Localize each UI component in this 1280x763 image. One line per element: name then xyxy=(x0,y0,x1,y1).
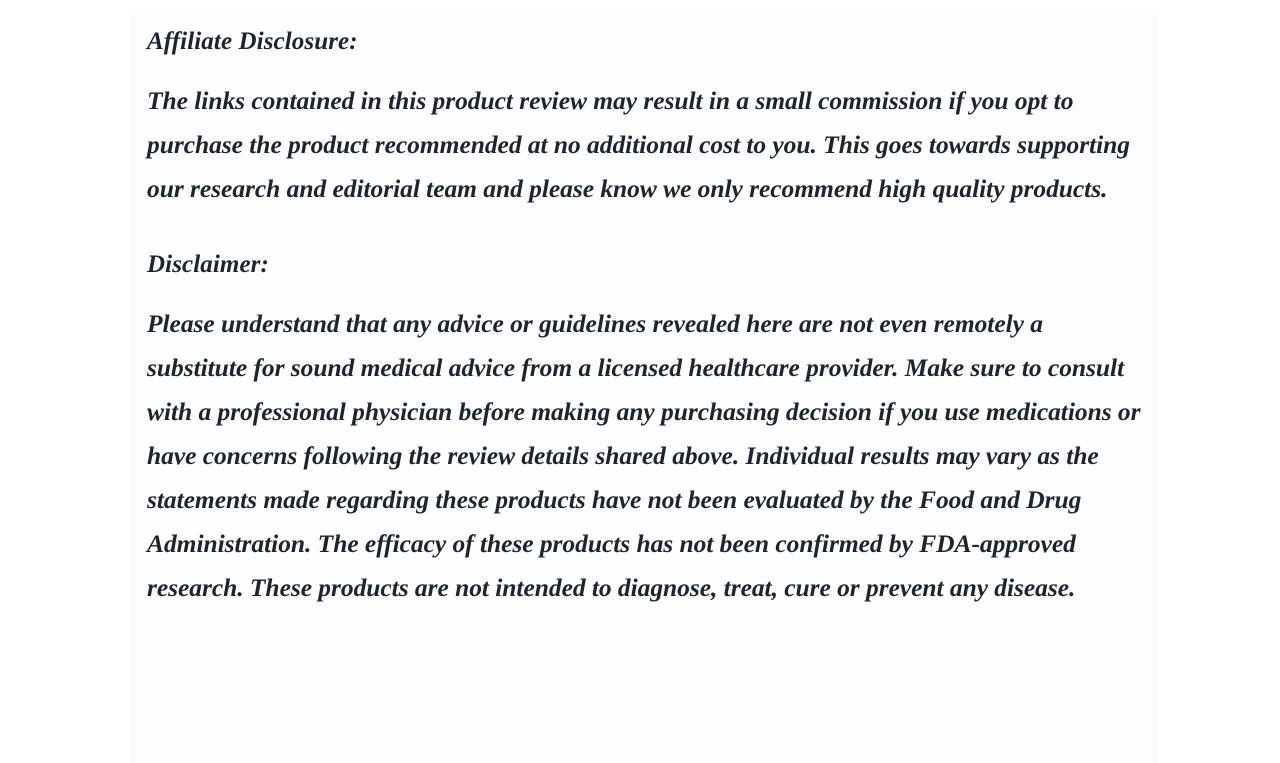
disclaimer-body: Please understand that any advice or gui… xyxy=(147,309,1141,602)
article-content-card: Affiliate Disclosure: The links containe… xyxy=(132,12,1156,763)
disclaimer-section: Disclaimer: Please understand that any a… xyxy=(147,236,1141,610)
affiliate-disclosure-section: Affiliate Disclosure: The links containe… xyxy=(147,13,1141,211)
disclaimer-heading: Disclaimer: xyxy=(147,251,269,278)
affiliate-disclosure-body: The links contained in this product revi… xyxy=(147,86,1130,203)
affiliate-disclosure-heading: Affiliate Disclosure: xyxy=(147,28,358,55)
